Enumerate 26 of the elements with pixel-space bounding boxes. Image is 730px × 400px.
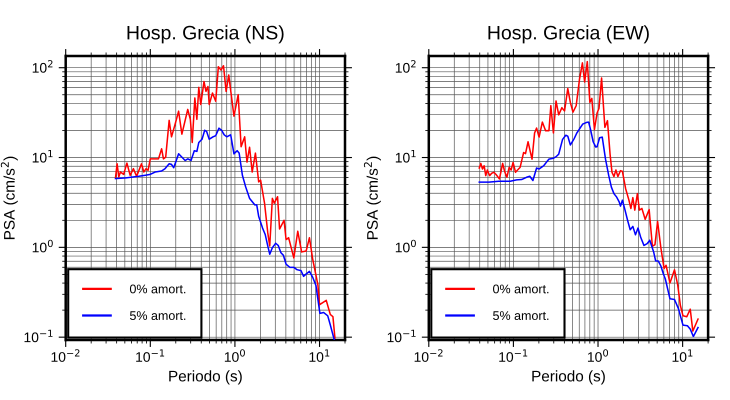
x-tick-label: 10$^{−2}$ — [414, 349, 443, 362]
x-tick-label: 10$^{0}$ — [224, 349, 245, 362]
y-tick-label: 10$^{−1}$ — [24, 330, 52, 342]
x-axis-title: Periodo (s) — [169, 370, 242, 385]
y-tick-label: 10$^{2}$ — [396, 60, 416, 73]
legend-label: 0% amort. — [130, 284, 186, 294]
legend-label: 0% amort. — [493, 284, 548, 294]
legend-label: 5% amort. — [130, 311, 186, 320]
x-tick-label: 10$^{1}$ — [309, 349, 330, 362]
x-tick-label: 10$^{−1}$ — [136, 349, 164, 362]
chart-title: Hosp. Grecia (EW) — [488, 25, 649, 44]
y-axis-title: PSA (cm/s$^{2}$) — [364, 156, 381, 240]
x-tick-label: 10$^{−2}$ — [52, 349, 80, 362]
y-axis-title: PSA (cm/s$^{2}$) — [0, 156, 18, 240]
y-tick-label: 10$^{0}$ — [32, 240, 53, 252]
y-tick-label: 10$^{2}$ — [32, 60, 52, 73]
x-tick-label: 10$^{0}$ — [588, 349, 608, 362]
legend-label: 5% amort. — [493, 311, 548, 320]
x-tick-label: 10$^{−1}$ — [499, 349, 528, 362]
y-tick-label: 10$^{1}$ — [396, 150, 416, 163]
y-tick-label: 10$^{−1}$ — [388, 330, 416, 342]
x-tick-label: 10$^{1}$ — [672, 349, 692, 362]
y-tick-label: 10$^{0}$ — [396, 240, 416, 252]
x-axis-title: Periodo (s) — [532, 370, 605, 385]
y-tick-label: 10$^{1}$ — [32, 150, 53, 163]
chart-title: Hosp. Grecia (NS) — [128, 25, 284, 44]
